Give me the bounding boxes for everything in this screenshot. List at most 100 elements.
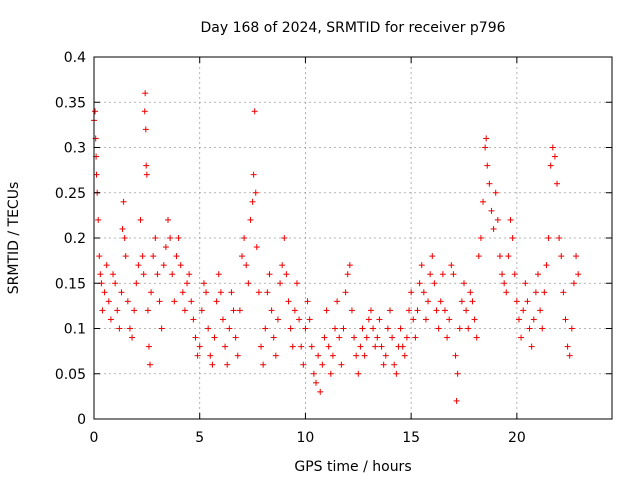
- axis-ticks: 0 0.05 0.1 0.15 0.2 0.25 0.3 0.35 0.4 0 5 10 15 20: [55, 50, 612, 446]
- data-point: [300, 361, 307, 368]
- data-point: [560, 289, 567, 296]
- data-point: [142, 90, 149, 97]
- y-tick-label: 0.05: [55, 367, 86, 383]
- data-point: [209, 361, 216, 368]
- data-point: [152, 235, 159, 241]
- data-point: [433, 307, 440, 314]
- data-point: [329, 352, 336, 359]
- data-point: [412, 334, 419, 341]
- data-point: [439, 271, 446, 278]
- data-point: [429, 253, 436, 260]
- data-point: [93, 171, 100, 178]
- data-point: [414, 307, 421, 314]
- data-point: [304, 298, 311, 305]
- data-point: [198, 307, 205, 314]
- data-point: [441, 307, 448, 314]
- data-point: [291, 307, 298, 314]
- data-point: [425, 298, 432, 305]
- y-tick-label: 0.4: [64, 50, 86, 66]
- data-point: [302, 325, 309, 332]
- data-point: [105, 298, 112, 305]
- data-point: [418, 262, 425, 269]
- data-point: [321, 334, 328, 341]
- data-point: [562, 316, 569, 323]
- data-point: [461, 280, 467, 287]
- data-point: [150, 253, 157, 260]
- data-point: [353, 352, 360, 359]
- data-point: [255, 289, 262, 296]
- data-point: [399, 343, 406, 350]
- data-point: [268, 307, 275, 314]
- data-point: [121, 235, 128, 241]
- data-point: [450, 271, 457, 278]
- data-point: [140, 271, 147, 278]
- data-point: [456, 325, 463, 332]
- data-point: [346, 262, 353, 269]
- data-point: [505, 253, 512, 260]
- x-tick-label: 10: [297, 430, 315, 446]
- data-point: [539, 325, 546, 332]
- data-point: [287, 325, 294, 332]
- data-point: [232, 334, 239, 341]
- data-point: [219, 316, 226, 323]
- data-point: [116, 325, 123, 332]
- data-point: [473, 334, 480, 341]
- data-point: [513, 298, 520, 305]
- y-tick-label: 0.25: [55, 186, 86, 202]
- data-point: [558, 253, 565, 260]
- data-point: [281, 235, 288, 241]
- data-point: [247, 216, 254, 223]
- y-axis-label: SRMTID / TECUs: [6, 182, 22, 295]
- data-point: [315, 352, 322, 359]
- data-point: [357, 343, 364, 350]
- data-point: [262, 325, 269, 332]
- data-point: [524, 298, 531, 305]
- data-point: [334, 298, 341, 305]
- data-point: [165, 216, 171, 223]
- data-point: [568, 325, 575, 332]
- data-point: [188, 298, 195, 305]
- data-point: [264, 289, 271, 296]
- data-point: [173, 253, 180, 260]
- data-point: [467, 289, 474, 296]
- data-point: [378, 343, 385, 350]
- data-point: [243, 262, 250, 269]
- data-point: [194, 352, 201, 359]
- data-point: [543, 262, 550, 269]
- data-point: [323, 307, 330, 314]
- data-point: [351, 334, 358, 341]
- data-point: [483, 135, 490, 142]
- data-point: [203, 289, 210, 296]
- data-point: [437, 298, 444, 305]
- data-point: [179, 289, 186, 296]
- data-point: [355, 370, 362, 377]
- data-point: [213, 298, 220, 305]
- data-point: [215, 271, 222, 278]
- data-point: [293, 280, 300, 287]
- data-point: [477, 235, 484, 241]
- data-point: [200, 280, 207, 287]
- data-point: [452, 352, 459, 359]
- data-point: [463, 307, 470, 314]
- data-point: [361, 352, 368, 359]
- data-point: [332, 325, 339, 332]
- data-point: [103, 262, 110, 269]
- data-point: [124, 298, 131, 305]
- data-point: [367, 307, 374, 314]
- y-tick-label: 0.15: [55, 276, 86, 292]
- data-point: [570, 280, 577, 287]
- data-point: [422, 316, 429, 323]
- data-point: [518, 334, 525, 341]
- data-point: [551, 153, 558, 160]
- data-point: [480, 198, 487, 205]
- data-point: [363, 334, 370, 341]
- data-point: [406, 307, 413, 314]
- data-point: [522, 280, 529, 287]
- data-point: [397, 325, 404, 332]
- data-point: [391, 361, 398, 368]
- data-point: [501, 280, 508, 287]
- data-point: [207, 352, 214, 359]
- data-point: [336, 334, 343, 341]
- data-point: [139, 253, 146, 260]
